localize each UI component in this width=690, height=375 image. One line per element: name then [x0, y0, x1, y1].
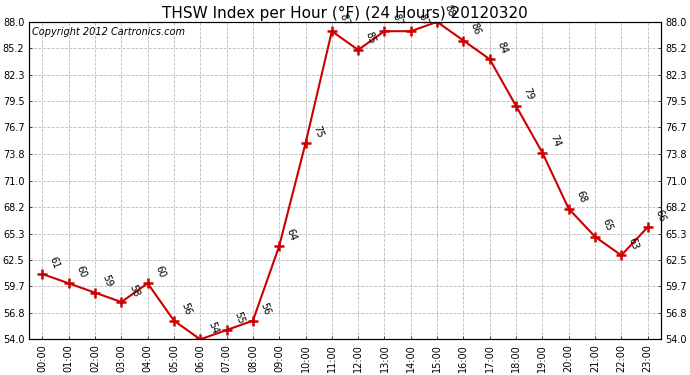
Text: 74: 74: [548, 134, 562, 148]
Text: 56: 56: [179, 302, 193, 316]
Text: 56: 56: [259, 302, 272, 316]
Text: 59: 59: [101, 273, 115, 288]
Text: 85: 85: [364, 31, 377, 46]
Text: 60: 60: [75, 264, 88, 279]
Text: 54: 54: [206, 320, 219, 335]
Text: 66: 66: [653, 208, 667, 223]
Text: 87: 87: [337, 12, 351, 27]
Text: 88: 88: [443, 3, 456, 18]
Text: 63: 63: [627, 236, 640, 251]
Text: 55: 55: [232, 311, 246, 326]
Text: 75: 75: [311, 124, 325, 139]
Text: 61: 61: [48, 255, 61, 270]
Text: 64: 64: [285, 227, 298, 242]
Title: THSW Index per Hour (°F) (24 Hours) 20120320: THSW Index per Hour (°F) (24 Hours) 2012…: [162, 6, 528, 21]
Text: 84: 84: [495, 40, 509, 55]
Text: 87: 87: [416, 12, 430, 27]
Text: 79: 79: [522, 87, 535, 102]
Text: 86: 86: [469, 21, 482, 36]
Text: 58: 58: [127, 283, 141, 298]
Text: 60: 60: [153, 264, 167, 279]
Text: 65: 65: [600, 217, 614, 232]
Text: 87: 87: [390, 12, 404, 27]
Text: Copyright 2012 Cartronics.com: Copyright 2012 Cartronics.com: [32, 27, 186, 37]
Text: 68: 68: [574, 189, 588, 204]
